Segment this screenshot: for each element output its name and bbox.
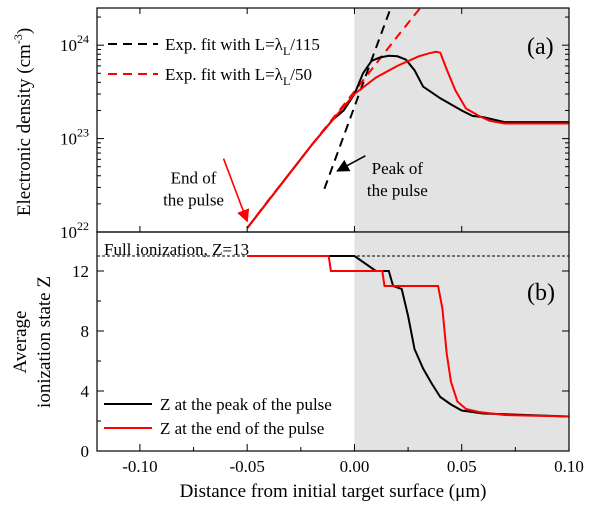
- y-axis-title-a: Electronic density (cm-3): [11, 28, 35, 216]
- full-ionization-label: Full ionization, Z=13: [104, 240, 249, 259]
- plot-frame-b: [96, 231, 570, 452]
- y-tick-label-b-0: 0: [81, 442, 90, 461]
- legend-b-label-0: Z at the peak of the pulse: [160, 395, 332, 414]
- x-tick-label-4: 0.10: [554, 457, 584, 476]
- panel-b: Full ionization, Z=13 0 4 8 12 -0.10 -0.05 0.0…: [10, 231, 584, 502]
- annotations-a: End of the pulse Peak of the pulse: [163, 155, 428, 223]
- y-axis-title-a-close: ): [14, 28, 35, 34]
- y-tick-label-a-2: 1024: [60, 32, 89, 55]
- x-tick-label-1: -0.05: [229, 457, 264, 476]
- x-tick-label-3: 0.05: [447, 457, 477, 476]
- y-tick-label-b-2: 8: [81, 322, 90, 341]
- y-axis-title-a-main: Electronic density (cm: [14, 44, 35, 216]
- annotation-1-line-0: Peak of: [372, 159, 424, 178]
- legend-a-label-1: Exp. fit with L=λL/50: [165, 65, 312, 88]
- annotation-0-line-0: End of: [171, 169, 217, 188]
- y-tick-label-a-0: 1022: [60, 219, 89, 242]
- annotation-1-line-1: the pulse: [367, 181, 428, 200]
- series-group-b: [247, 255, 569, 418]
- series-a-3: [246, 50, 569, 229]
- series-group-a: [246, 8, 569, 229]
- panel-label-b: (b): [527, 280, 555, 306]
- x-tick-label-2: 0.00: [340, 457, 370, 476]
- x-axis-title: Distance from initial target surface (μm…: [180, 481, 487, 502]
- series-b-0: [247, 255, 569, 418]
- legend-a-label-0: Exp. fit with L=λL/115: [165, 35, 320, 58]
- legend-a: Exp. fit with L=λL/115 Exp. fit with L=λL…: [108, 35, 320, 88]
- y-tick-label-b-1: 4: [81, 382, 90, 401]
- legend-b-label-1: Z at the end of the pulse: [160, 419, 324, 438]
- y-axis-title-b-line2: ionization state Z: [34, 276, 55, 408]
- shaded-region-b: [354, 232, 569, 451]
- panel-label-a: (a): [527, 34, 554, 60]
- annotation-0-line-1: the pulse: [163, 191, 224, 210]
- annotation-arrow-1: [336, 155, 366, 172]
- y-axis-title-b-line1: Average: [10, 311, 31, 374]
- legend-b: Z at the peak of the pulse Z at the end o…: [104, 395, 332, 438]
- y-tick-label-b-3: 12: [72, 262, 89, 281]
- ticks-a: 1022 1023 1024: [60, 8, 570, 242]
- y-axis-title-a-sup: -3: [11, 34, 25, 44]
- ticks-b: 0 4 8 12 -0.10 -0.05 0.00 0.05 0.10: [72, 262, 584, 476]
- y-tick-label-a-1: 1023: [60, 126, 89, 149]
- series-a-0: [323, 8, 392, 190]
- series-b-1: [247, 255, 569, 418]
- x-tick-label-0: -0.10: [122, 457, 157, 476]
- annotation-arrow-0: [222, 158, 250, 223]
